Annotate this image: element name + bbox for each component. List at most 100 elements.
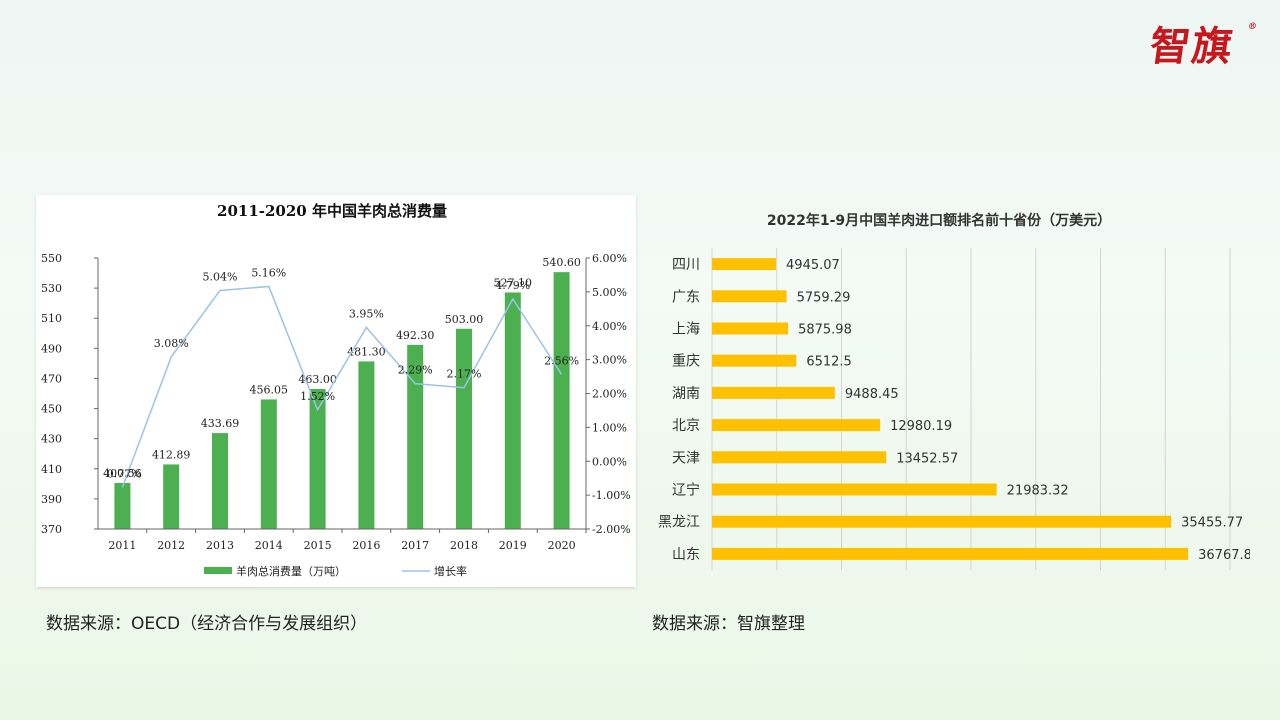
chart-legend: 羊肉总消费量（万吨） 增长率 xyxy=(204,564,467,578)
import-bar xyxy=(712,290,787,303)
growth-rate-label: 2.29% xyxy=(398,364,433,377)
x-tick-label: 2011 xyxy=(108,539,136,552)
y-tick-label: 390 xyxy=(41,493,62,506)
growth-rate-label: 1.52% xyxy=(300,390,335,403)
bar-value-label: 35455.77 xyxy=(1181,516,1243,531)
bar-value-label: 21983.32 xyxy=(1007,484,1069,499)
y-tick-label: 370 xyxy=(41,523,62,536)
bar-value-label: 456.05 xyxy=(250,383,289,396)
bar-value-label: 4945.07 xyxy=(786,258,840,273)
bar-value-label: 13452.57 xyxy=(896,451,958,466)
x-tick-label: 2013 xyxy=(206,539,234,552)
legend-label-growth: 增长率 xyxy=(434,564,467,578)
growth-rate-label: 2.17% xyxy=(447,368,482,381)
province-label: 上海 xyxy=(672,322,700,338)
y-tick-label: 430 xyxy=(41,433,62,446)
growth-rate-label: 3.95% xyxy=(349,307,384,320)
bar-value-label: 412.89 xyxy=(152,448,191,461)
province-label: 重庆 xyxy=(672,354,700,370)
x-tick-label: 2015 xyxy=(304,539,332,552)
bar-value-label: 433.69 xyxy=(201,417,240,430)
growth-rate-label: -0.77% xyxy=(103,467,142,480)
consumption-chart-card: 2011-2020 年中国羊肉总消费量 400.56 412.89 433.69 45… xyxy=(36,195,636,587)
bar-value-label: 503.00 xyxy=(445,313,484,326)
chart-title: 2011-2020 年中国羊肉总消费量 xyxy=(217,202,447,220)
import-ranking-chart: 2022年1-9月中国羊肉进口额排名前十省份（万美元） 4945.07 四川 575… xyxy=(658,212,1250,570)
bar-value-label: 5759.29 xyxy=(797,290,851,305)
x-tick-label: 2018 xyxy=(450,539,478,552)
y2-tick-label: 2.00% xyxy=(592,388,627,401)
bar-value-label: 492.30 xyxy=(396,329,435,342)
import-bar xyxy=(712,258,777,271)
y-tick-label: 490 xyxy=(41,342,62,355)
y2-tick-label: 0.00% xyxy=(592,455,627,468)
province-label: 天津 xyxy=(672,450,700,466)
import-bar xyxy=(712,515,1172,528)
y2-tick-label: -1.00% xyxy=(592,489,631,502)
x-tick-label: 2020 xyxy=(548,539,576,552)
chart-title: 2022年1-9月中国羊肉进口额排名前十省份（万美元） xyxy=(767,212,1111,229)
source-caption-left: 数据来源：OECD（经济合作与发展组织） xyxy=(46,614,368,634)
x-tick-label: 2017 xyxy=(401,539,429,552)
import-bar xyxy=(712,354,797,367)
y2-tick-label: 5.00% xyxy=(592,286,627,299)
bar-value-label: 5875.98 xyxy=(798,323,852,338)
x-tick-label: 2012 xyxy=(157,539,185,552)
x-tick-label: 2014 xyxy=(255,539,283,552)
consumption-bar xyxy=(504,292,521,529)
x-tick-label: 2019 xyxy=(499,539,527,552)
import-bar xyxy=(712,322,789,335)
y2-tick-label: 6.00% xyxy=(592,252,627,265)
y2-tick-label: 1.00% xyxy=(592,421,627,434)
consumption-bar xyxy=(260,399,277,529)
y-tick-label: 450 xyxy=(41,403,62,416)
y-tick-label: 470 xyxy=(41,372,62,385)
bar-value-label: 9488.45 xyxy=(845,387,899,402)
import-bar xyxy=(712,483,997,496)
growth-rate-label: 4.79% xyxy=(495,279,530,292)
province-label: 广东 xyxy=(672,289,700,305)
province-label: 辽宁 xyxy=(672,482,700,499)
y-tick-label: 550 xyxy=(41,252,62,265)
bar-value-label: 36767.81 xyxy=(1198,548,1250,563)
consumption-bar xyxy=(553,272,570,529)
consumption-bar xyxy=(407,344,424,529)
consumption-bar xyxy=(456,328,472,529)
province-label: 黑龙江 xyxy=(658,515,700,531)
growth-rate-label: 3.08% xyxy=(154,337,189,350)
consumption-bar xyxy=(212,433,228,529)
bar-value-label: 540.60 xyxy=(542,256,581,269)
y2-tick-label: 4.00% xyxy=(592,320,627,333)
brand-logo-text: 智旗 xyxy=(1146,23,1238,70)
bar-value-label: 527.10 xyxy=(494,276,533,289)
province-label: 湖南 xyxy=(672,386,700,402)
import-bar xyxy=(712,386,835,399)
bar-value-label: 400.56 xyxy=(103,467,141,480)
y-tick-label: 410 xyxy=(41,463,62,476)
brand-logo: 智旗 ® xyxy=(1146,22,1260,72)
bar-value-label: 463.00 xyxy=(298,373,337,386)
consumption-bar xyxy=(163,464,180,529)
import-bar xyxy=(712,547,1189,560)
source-caption-right: 数据来源：智旗整理 xyxy=(652,614,805,634)
growth-rate-label: 5.16% xyxy=(251,266,286,279)
y-tick-label: 530 xyxy=(41,282,62,295)
registered-mark: ® xyxy=(1247,22,1260,32)
bar-value-label: 481.30 xyxy=(347,345,386,358)
consumption-bar xyxy=(309,388,326,529)
consumption-bar xyxy=(358,361,375,529)
y2-tick-label: 3.00% xyxy=(592,354,627,367)
import-ranking-chart-area: 2022年1-9月中国羊肉进口额排名前十省份（万美元） 4945.07 四川 575… xyxy=(640,200,1250,580)
import-bar xyxy=(712,451,887,464)
consumption-chart: 2011-2020 年中国羊肉总消费量 400.56 412.89 433.69 45… xyxy=(41,202,631,578)
import-bar xyxy=(712,419,881,432)
y-tick-label: 510 xyxy=(41,312,62,325)
bar-value-label: 12980.19 xyxy=(890,419,952,434)
x-tick-label: 2016 xyxy=(352,539,380,552)
growth-rate-label: 5.04% xyxy=(203,271,238,284)
y2-tick-label: -2.00% xyxy=(592,523,631,536)
legend-label-consumption: 羊肉总消费量（万吨） xyxy=(236,564,346,578)
growth-rate-line xyxy=(121,285,563,488)
legend-swatch-consumption xyxy=(204,567,232,574)
bar-value-label: 6512.5 xyxy=(806,355,852,370)
